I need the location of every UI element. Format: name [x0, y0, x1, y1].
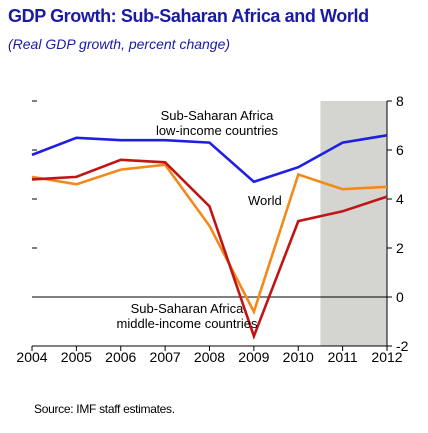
- x-tick-label: 2010: [283, 349, 314, 365]
- series-label-0: Sub-Saharan Africa: [161, 108, 275, 123]
- y-tick-label: -2: [396, 338, 409, 354]
- series-label-2: middle-income countries: [117, 316, 258, 331]
- x-tick-label: 2005: [61, 349, 92, 365]
- y-tick-label: 2: [396, 240, 404, 256]
- series-label-1: World: [248, 193, 282, 208]
- x-tick-label: 2008: [194, 349, 225, 365]
- source-note: Source: IMF staff estimates.: [34, 402, 175, 416]
- y-tick-label: 0: [396, 289, 404, 305]
- x-tick-label: 2012: [371, 349, 402, 365]
- series-label-2: Sub-Saharan Africa: [131, 301, 245, 316]
- y-tick-label: 6: [396, 142, 404, 158]
- x-tick-label: 2009: [238, 349, 269, 365]
- chart-subtitle: (Real GDP growth, percent change): [8, 36, 231, 52]
- x-tick-label: 2011: [328, 349, 358, 365]
- series-label-0: low-income countries: [156, 123, 279, 138]
- y-tick-label: 4: [396, 191, 404, 207]
- series-line-2: [31, 158, 388, 341]
- x-tick-label: 2006: [105, 349, 136, 365]
- chart-title: GDP Growth: Sub-Saharan Africa and World: [8, 6, 369, 26]
- y-tick-label: 8: [396, 93, 404, 109]
- x-tick-label: 2004: [16, 349, 47, 365]
- x-tick-label: 2007: [150, 349, 181, 365]
- series-line-0: [31, 134, 388, 184]
- series-line-1: [31, 163, 388, 316]
